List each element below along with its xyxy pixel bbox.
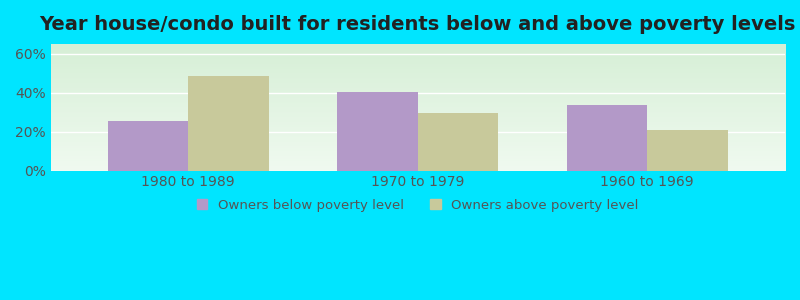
Bar: [567, 105, 647, 171]
Legend: Owners below poverty level, Owners above poverty level: Owners below poverty level, Owners above…: [191, 194, 644, 217]
Bar: [647, 130, 728, 171]
Bar: [418, 113, 498, 171]
Bar: [108, 121, 188, 171]
Bar: [188, 76, 269, 171]
Bar: [338, 92, 418, 171]
Title: Year house/condo built for residents below and above poverty levels: Year house/condo built for residents bel…: [40, 15, 796, 34]
